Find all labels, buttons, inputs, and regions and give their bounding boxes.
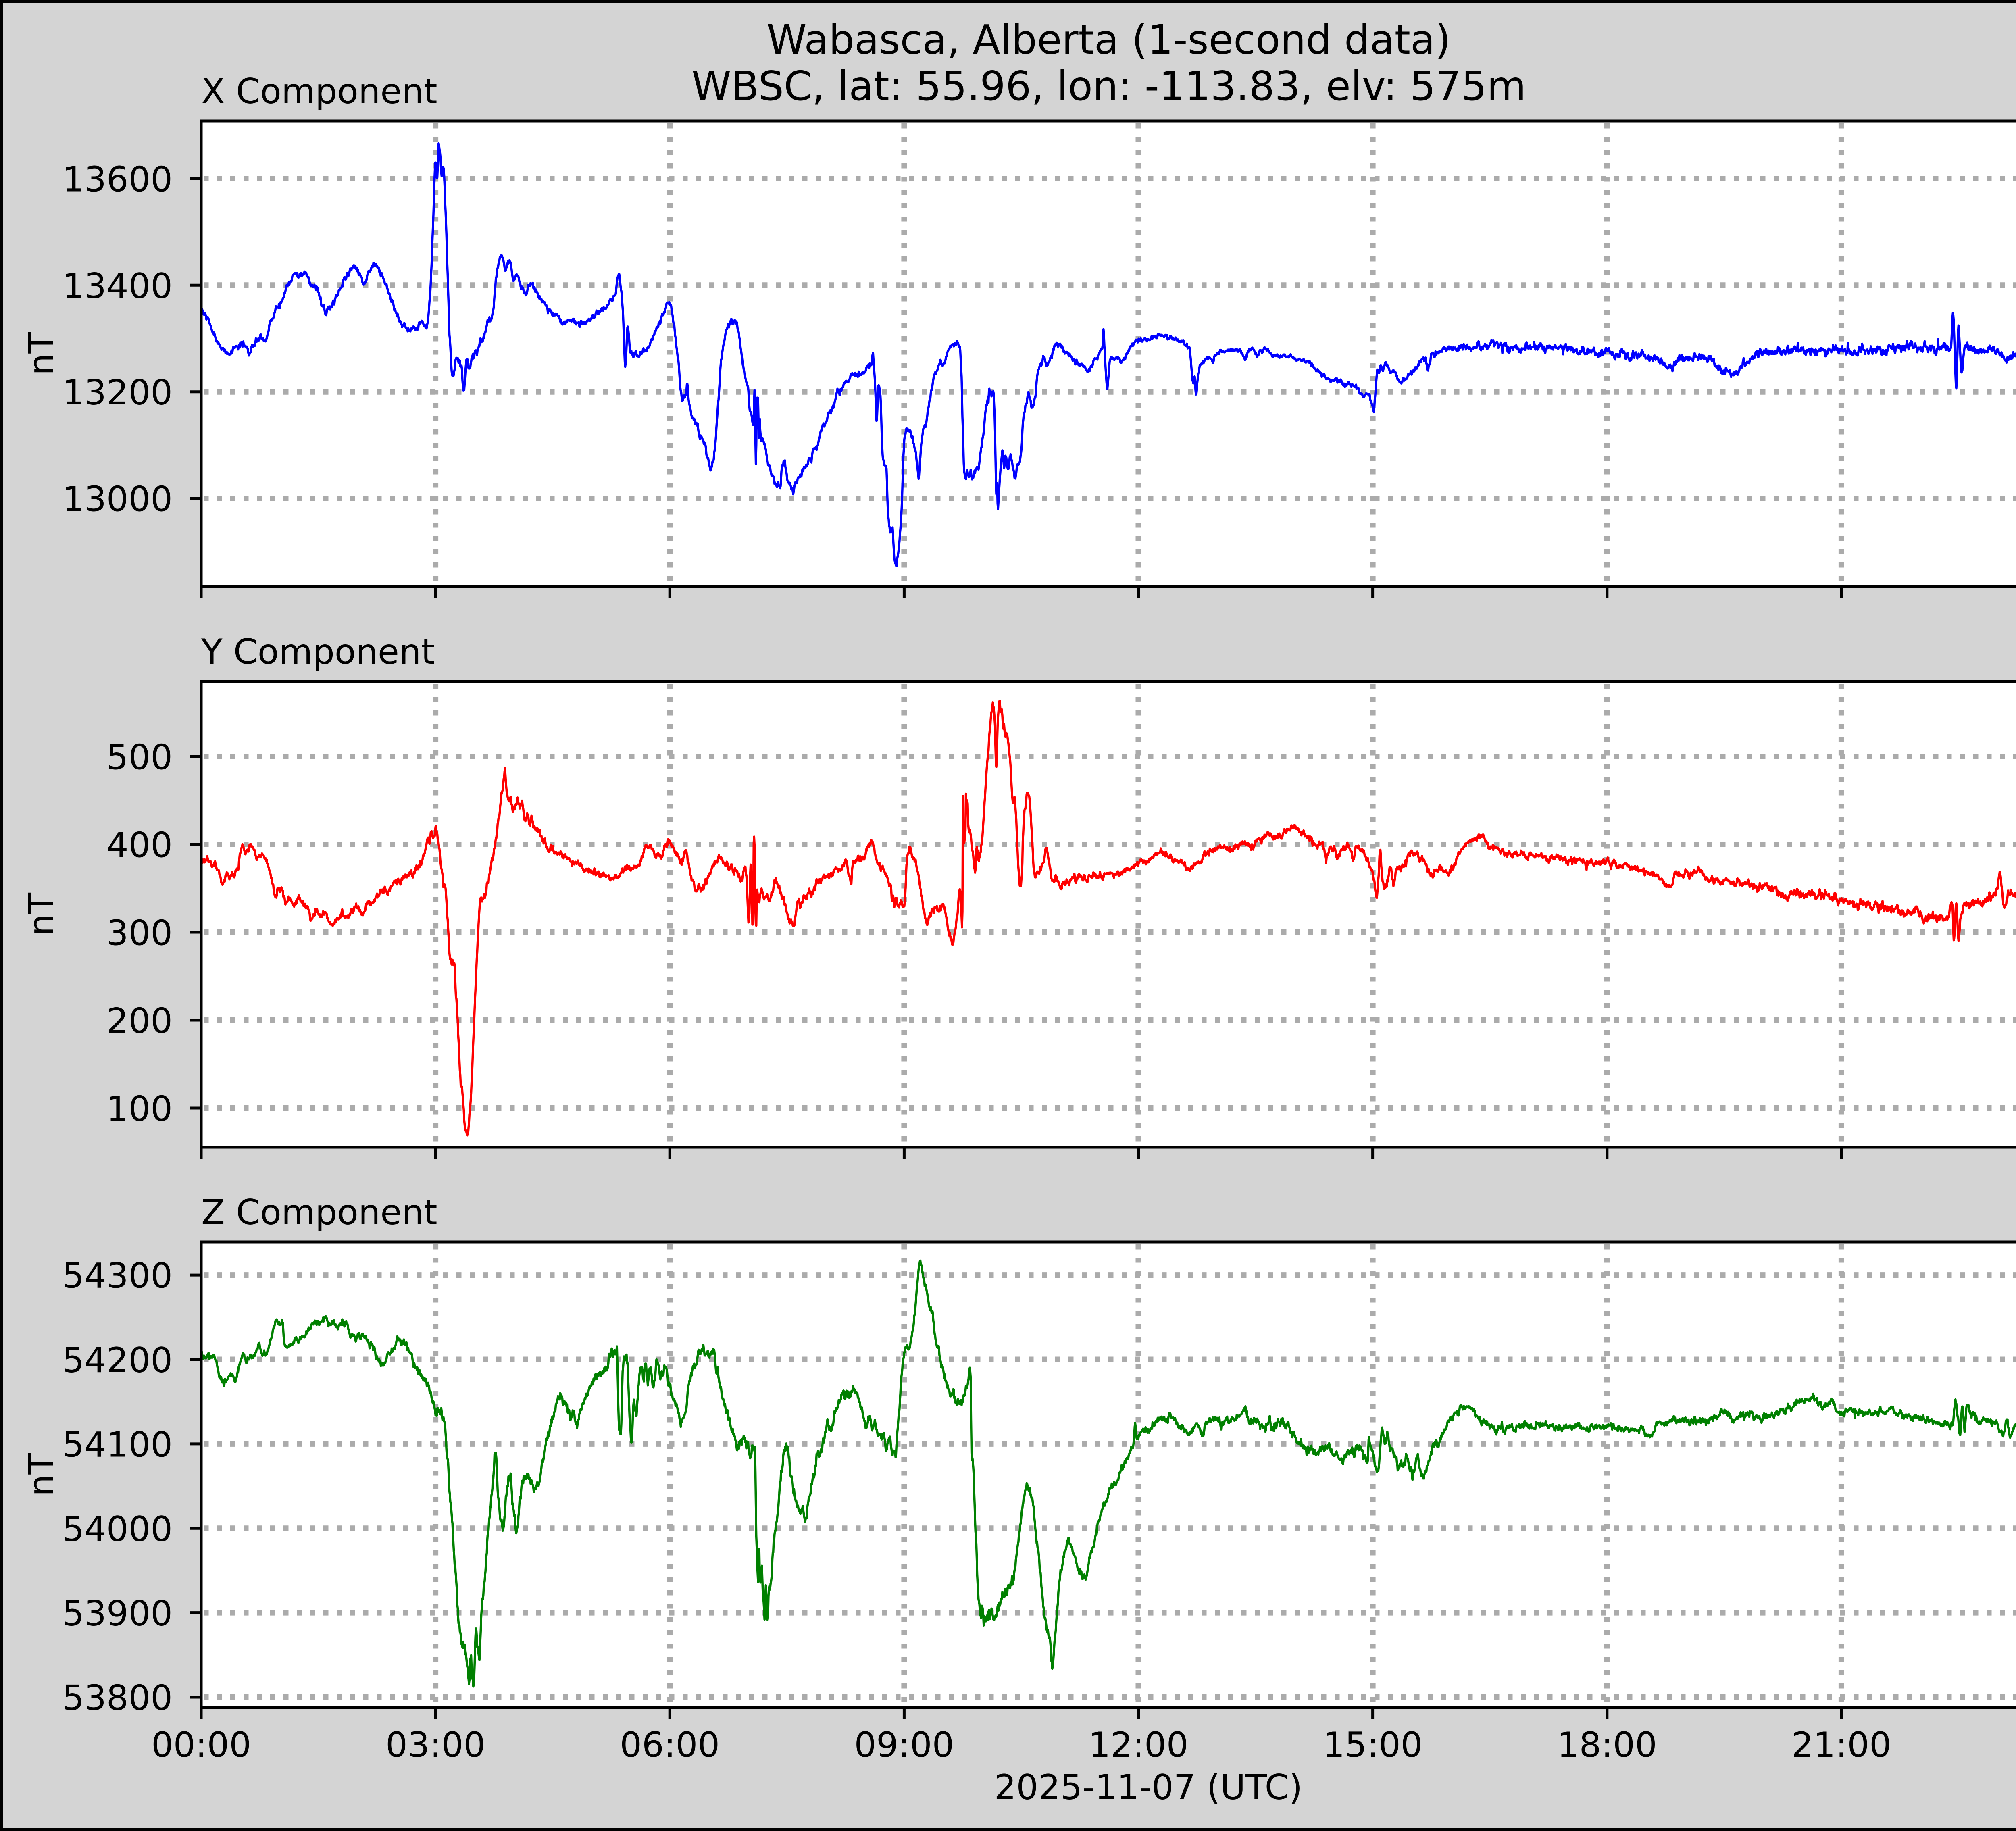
svg-text:09:00: 09:00 (854, 1725, 954, 1765)
svg-text:nT: nT (21, 1453, 62, 1497)
svg-text:400: 400 (106, 825, 173, 866)
svg-text:00:00: 00:00 (151, 1725, 251, 1765)
svg-text:54200: 54200 (62, 1340, 173, 1381)
svg-text:03:00: 03:00 (385, 1725, 485, 1765)
svg-text:06:00: 06:00 (620, 1725, 720, 1765)
svg-text:nT: nT (21, 893, 62, 936)
svg-text:54100: 54100 (62, 1425, 173, 1465)
svg-text:2025-11-07 (UTC): 2025-11-07 (UTC) (994, 1767, 1303, 1808)
svg-text:200: 200 (106, 1001, 173, 1042)
svg-text:54300: 54300 (62, 1256, 173, 1296)
svg-text:13400: 13400 (62, 266, 173, 306)
svg-text:18:00: 18:00 (1557, 1725, 1657, 1765)
svg-text:WBSC, lat: 55.96, lon: -113.83: WBSC, lat: 55.96, lon: -113.83, elv: 575… (691, 62, 1526, 110)
svg-text:53800: 53800 (62, 1678, 173, 1719)
svg-text:nT: nT (21, 332, 62, 376)
svg-text:13200: 13200 (62, 373, 173, 413)
svg-text:13600: 13600 (62, 160, 173, 200)
svg-text:Y Component: Y Component (201, 632, 435, 672)
svg-text:Wabasca, Alberta (1-second dat: Wabasca, Alberta (1-second data) (767, 16, 1451, 63)
svg-text:X Component: X Component (201, 71, 437, 112)
svg-text:53900: 53900 (62, 1594, 173, 1634)
svg-text:54000: 54000 (62, 1509, 173, 1550)
svg-text:12:00: 12:00 (1089, 1725, 1189, 1765)
svg-text:13000: 13000 (62, 479, 173, 520)
svg-text:15:00: 15:00 (1323, 1725, 1423, 1765)
svg-text:Z Component: Z Component (201, 1192, 437, 1233)
svg-text:300: 300 (106, 913, 173, 954)
svg-text:21:00: 21:00 (1791, 1725, 1891, 1765)
svg-text:500: 500 (106, 737, 173, 778)
svg-text:100: 100 (106, 1089, 173, 1129)
